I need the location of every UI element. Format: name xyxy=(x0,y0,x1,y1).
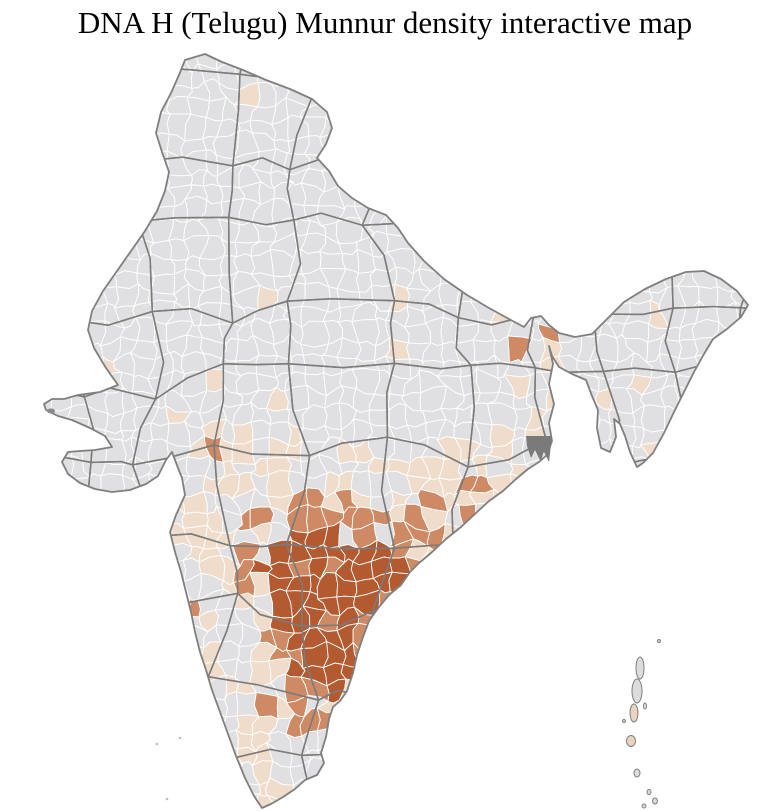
sundarbans-delta xyxy=(526,436,552,462)
lakshadweep-islands xyxy=(155,736,182,801)
districts-layer xyxy=(44,54,748,808)
map-title: DNA H (Telugu) Munnur density interactiv… xyxy=(77,5,693,40)
kutch-marsh-patch xyxy=(47,408,55,414)
andaman-nicobar-islands xyxy=(622,639,661,809)
india-outline xyxy=(43,53,749,809)
